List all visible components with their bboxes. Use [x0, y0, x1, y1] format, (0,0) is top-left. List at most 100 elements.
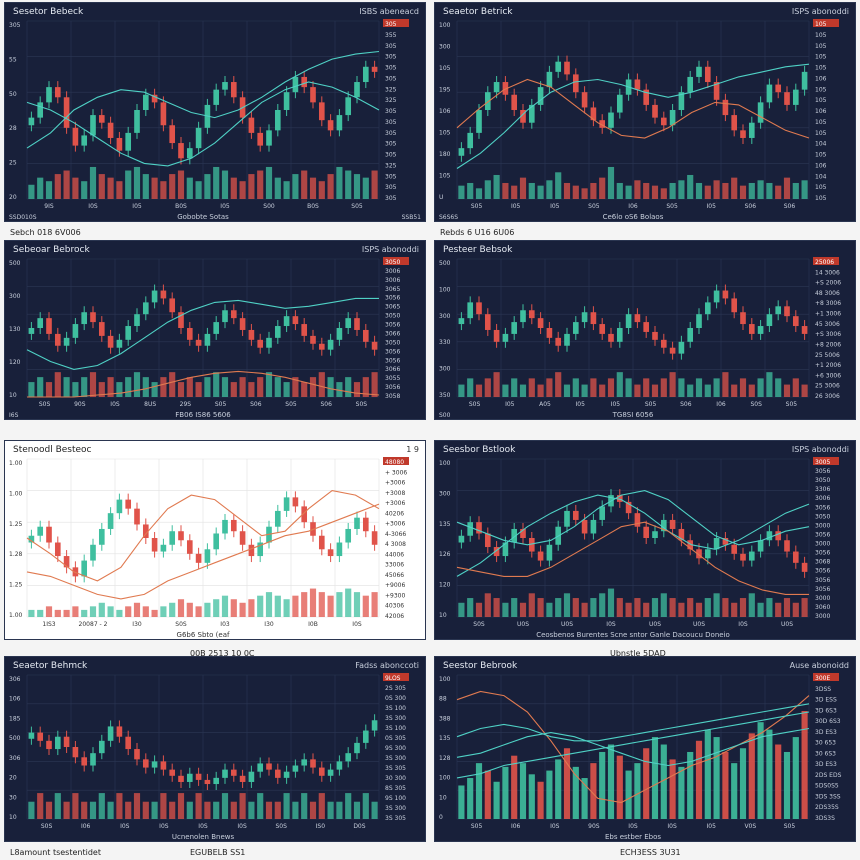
x-tick-label: I05	[707, 203, 717, 210]
volume-bar	[528, 378, 535, 397]
chart-tag: Fadss abonccoti	[355, 661, 419, 670]
volume-bar	[213, 166, 220, 199]
volume-bar	[555, 172, 562, 199]
candle-body	[740, 553, 746, 561]
candle-body	[327, 120, 334, 131]
volume-bar	[116, 181, 123, 199]
candle-body	[151, 290, 158, 303]
x-tick-label: I03	[220, 621, 230, 628]
candle-body	[310, 759, 316, 768]
candle-body	[687, 328, 694, 342]
overlay-line	[26, 297, 379, 370]
volume-bar	[63, 377, 70, 397]
chart-title: Stenoodl Besteoc	[13, 445, 92, 455]
volume-bar	[318, 181, 325, 199]
candle-body	[107, 513, 114, 529]
chart-panel: Stenoodl Besteoc 1 9 1.00 1.00 1.25 1.28 1.25 1…	[4, 440, 426, 640]
volume-bar	[160, 181, 167, 199]
volume-bar	[511, 755, 518, 819]
volume-bar	[353, 592, 361, 617]
right-tick-label: 105	[815, 130, 827, 137]
candle-body	[318, 102, 325, 121]
volume-bar	[722, 598, 729, 617]
overlay-line	[456, 78, 810, 139]
x-tick-label: S0S	[41, 823, 53, 830]
x-tick-label: I05	[505, 401, 515, 408]
x-axis-label: TG8SI 6056	[612, 411, 654, 419]
right-tick-label: 3050	[385, 339, 400, 346]
x-tick-label: S0S	[356, 401, 368, 408]
right-tick-label: 305	[385, 173, 397, 180]
volume-bar	[107, 177, 114, 199]
candle-body	[704, 66, 711, 83]
candle-body	[467, 522, 474, 536]
right-tick-label: 3056	[815, 586, 830, 593]
right-tick-label: 3DS3S	[815, 815, 835, 822]
volume-bar	[678, 180, 685, 199]
volume-bar	[792, 737, 799, 819]
chart-title: Seesbor Bstlook	[443, 445, 516, 455]
volume-bar	[607, 166, 615, 199]
y-tick-label: 10	[439, 794, 447, 801]
candle-body	[757, 102, 764, 123]
candle-body	[327, 769, 334, 776]
y-tick-label: 28	[9, 125, 17, 132]
volume-bar	[169, 372, 176, 397]
volume-bar	[28, 184, 35, 199]
x-tick-label: I06	[81, 823, 91, 830]
volume-bar	[739, 185, 747, 199]
right-tick-label: 3050	[385, 259, 400, 266]
candle-body	[151, 538, 158, 552]
x-tick-label: S0S	[39, 401, 51, 408]
x-axis-label: Ebs estber Ebos	[605, 833, 661, 841]
candle-body	[310, 87, 316, 103]
right-tick-label: 44006	[385, 551, 404, 558]
candle-body	[669, 110, 676, 126]
y-tick-label: 30	[9, 794, 17, 801]
y-tick-label: 1.00	[9, 612, 23, 619]
volume-bar	[537, 384, 544, 397]
right-tick-label: 305	[385, 141, 397, 148]
candle-body	[345, 318, 352, 328]
candle-body	[740, 312, 746, 325]
right-tick-label: 3056	[385, 295, 400, 302]
candle-body	[213, 322, 220, 334]
chart-panel: Sebeoar Bebrock ISPS abonoddi 500 300 130 120…	[4, 240, 426, 420]
right-tick-label: 3000	[815, 522, 830, 529]
x-tick-label: U0S	[693, 621, 705, 628]
x-tick-label: S0S	[469, 401, 481, 408]
volume-bar	[204, 377, 211, 397]
candle-body	[46, 740, 52, 750]
y-tick-label: 500	[439, 260, 451, 267]
candle-body	[134, 508, 140, 525]
right-tick-label: +S 2006	[815, 280, 841, 287]
y-tick-label: 180	[439, 151, 451, 158]
volume-bar	[625, 770, 632, 819]
x-tick-label: I0S	[88, 203, 98, 210]
x-axis-label: Gobobte Sotas	[177, 213, 229, 221]
chart-svg: Seesbor Bstlook ISPS abonoddi 100 300 135 126…	[439, 445, 849, 639]
volume-bar	[54, 793, 61, 819]
y-tick-label: 1.00	[9, 490, 23, 497]
overlay-line	[26, 81, 380, 167]
candle-body	[195, 773, 202, 780]
candle-body	[63, 736, 70, 747]
y-tick-label: 10	[439, 612, 447, 619]
volume-bar	[651, 384, 659, 397]
right-tick-label: 3066	[385, 366, 400, 373]
volume-bar	[731, 177, 738, 199]
volume-bar	[599, 177, 606, 199]
volume-bar	[186, 801, 193, 819]
candle-body	[502, 542, 509, 557]
volume-bar	[81, 181, 88, 199]
x-tick-label: S06	[784, 203, 796, 210]
volume-bar	[353, 382, 361, 397]
volume-bar	[502, 182, 509, 199]
right-tick-label: + 3006	[385, 469, 407, 476]
chart-svg: Seaetor Behmck Fadss abonccoti 306 106 185 50…	[9, 661, 419, 841]
volume-bar	[511, 378, 518, 397]
volume-bar	[502, 384, 509, 397]
chart-panel: Seestor Bebrook Ause abonoidd 100 88 388 135 1…	[434, 656, 856, 842]
volume-bar	[309, 588, 317, 617]
volume-bar	[519, 602, 527, 617]
